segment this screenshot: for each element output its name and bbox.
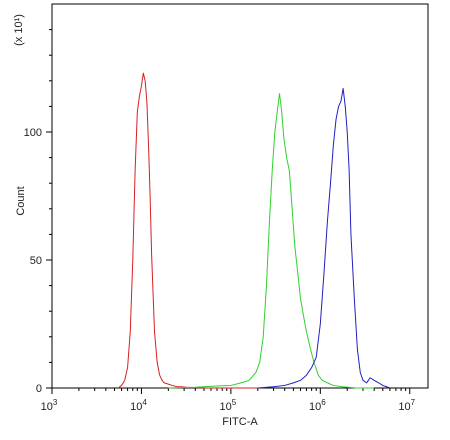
x-tick-label: 103 bbox=[41, 398, 58, 413]
x-tick-label-base: 10 bbox=[220, 401, 232, 413]
x-tick-label-exponent: 5 bbox=[232, 398, 237, 407]
x-tick-label: 104 bbox=[130, 398, 147, 413]
x-tick-label-exponent: 4 bbox=[142, 398, 147, 407]
y-tick-label: 0 bbox=[36, 383, 42, 395]
series-line-2 bbox=[168, 93, 375, 389]
y-multiplier-label: (x 10¹) bbox=[13, 14, 25, 46]
x-axis-label: FITC-A bbox=[222, 416, 258, 428]
x-tick-label: 106 bbox=[309, 398, 326, 413]
x-tick-label-base: 10 bbox=[130, 401, 142, 413]
x-tick-label-base: 10 bbox=[41, 401, 53, 413]
plot-frame bbox=[51, 3, 429, 389]
y-axis-label: Count bbox=[15, 186, 27, 215]
x-tick-label-base: 10 bbox=[309, 401, 321, 413]
x-tick-label: 107 bbox=[398, 398, 415, 413]
x-tick-label-exponent: 7 bbox=[411, 398, 416, 407]
x-tick-label-exponent: 3 bbox=[53, 398, 58, 407]
y-tick-label: 100 bbox=[24, 127, 42, 139]
series-line-1 bbox=[117, 72, 258, 389]
x-tick-label-base: 10 bbox=[398, 401, 410, 413]
x-tick-label: 105 bbox=[220, 398, 237, 413]
x-tick-label-exponent: 6 bbox=[321, 398, 326, 407]
series-line-3 bbox=[257, 87, 391, 389]
y-tick-label: 50 bbox=[30, 255, 42, 267]
